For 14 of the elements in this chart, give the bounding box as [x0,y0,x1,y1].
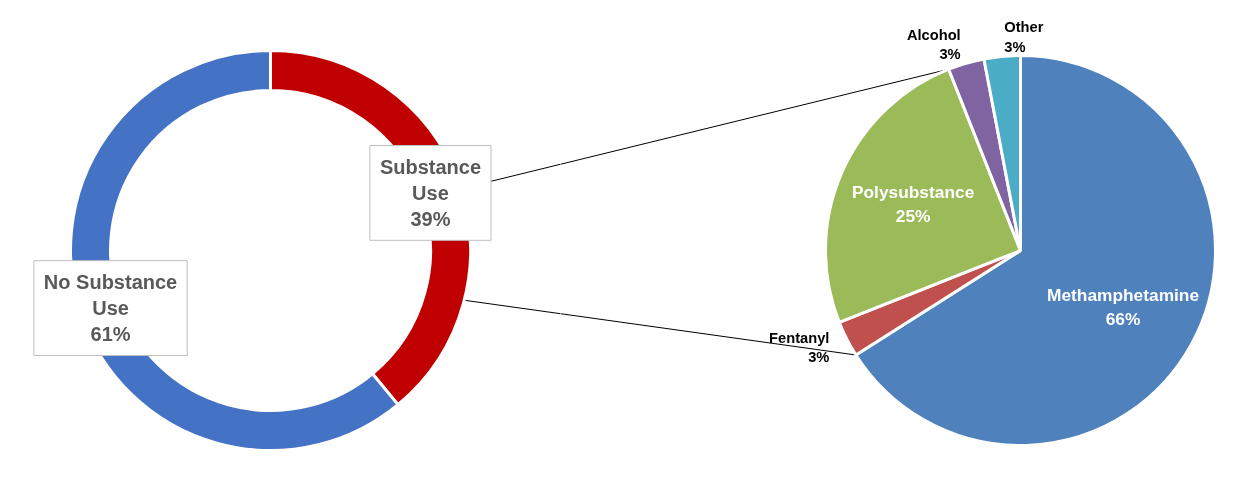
slice-label: Other [1004,19,1044,36]
slice-label: Polysubstance [851,182,975,203]
slice-label: Fentanyl [769,330,830,347]
data-label: 61% [90,323,131,346]
data-label: 3% [808,349,830,366]
slice-label: Alcohol [906,26,961,43]
data-label: 66% [1105,308,1141,329]
slice-label: No Substance Use [43,270,178,320]
data-label: 3% [1004,38,1026,55]
data-label: 3% [939,46,961,63]
slice-label: Substance Use [379,155,482,204]
data-label: 25% [895,206,931,227]
data-label: 39% [410,208,451,231]
slice-label: Methamphetamine [1046,284,1200,305]
